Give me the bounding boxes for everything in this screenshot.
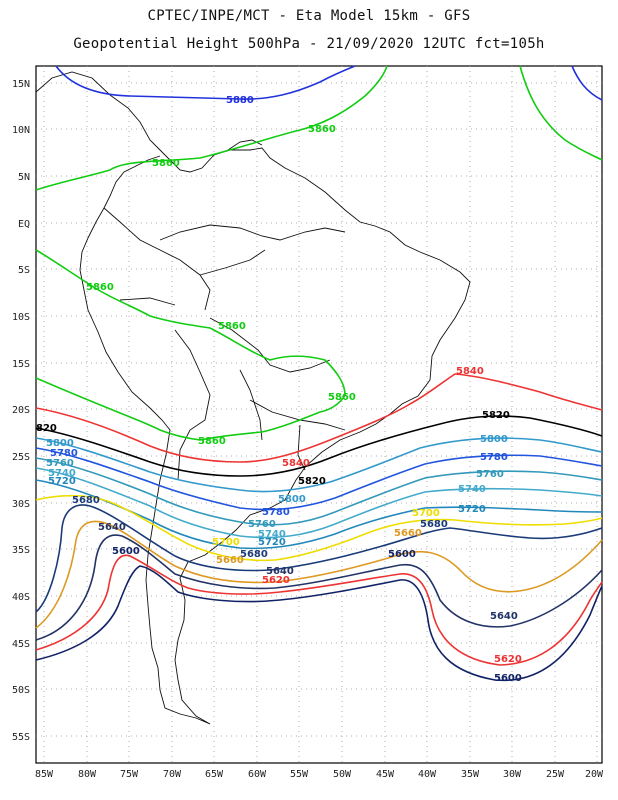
lat-label: 10S [12, 312, 30, 323]
contour-5860-east [519, 65, 603, 161]
contour-5760 [35, 457, 603, 526]
lon-label: 45W [376, 769, 395, 780]
lat-label: 10N [12, 125, 30, 136]
contour-label-5620: 5620 [494, 654, 522, 665]
contour-label-5860: 5860 [152, 158, 180, 169]
lat-label: 40S [12, 592, 30, 603]
contour-5640 [35, 534, 603, 641]
contour-label-5840: 5840 [282, 458, 310, 469]
lon-label: 55W [290, 769, 309, 780]
contour-label-5820: 5820 [298, 476, 326, 487]
lon-label: 85W [35, 769, 54, 780]
lon-label: 25W [546, 769, 565, 780]
contour-label-5760: 5760 [46, 458, 74, 469]
coastlines [35, 71, 471, 725]
lat-label: 50S [12, 685, 30, 696]
contour-label-5700: 5700 [412, 508, 440, 519]
contour-5860 [35, 65, 388, 191]
contour-label-5600: 5600 [388, 549, 416, 560]
contour-label-5880: 5880 [226, 95, 254, 106]
lon-label: 30W [503, 769, 522, 780]
lat-label: 20S [12, 405, 30, 416]
contour-label-5760: 5760 [248, 519, 276, 530]
contour-label-5740: 5740 [48, 468, 76, 479]
contour-5720 [35, 479, 603, 550]
contour-label-5860: 5860 [308, 124, 336, 135]
lon-label: 35W [461, 769, 480, 780]
contour-5740 [35, 467, 603, 539]
contour-label-5660: 5660 [216, 555, 244, 566]
contour-label-5600: 5600 [112, 546, 140, 557]
lon-label: 60W [248, 769, 267, 780]
lat-label: 35S [12, 545, 30, 556]
contour-5880-east [571, 65, 603, 101]
map-title: CPTEC/INPE/MCT - Eta Model 15km - GFS [147, 8, 471, 24]
lon-label: 20W [585, 769, 604, 780]
contour-5660 [35, 520, 603, 629]
contour-5700 [35, 494, 603, 562]
lat-label: EQ [18, 219, 30, 230]
lat-label: 45S [12, 639, 30, 650]
andes-borders [103, 207, 266, 481]
grid-lines [36, 66, 602, 763]
contour-label-5780: 5780 [480, 452, 508, 463]
contour-label-5800: 5800 [480, 434, 508, 445]
lon-label: 75W [120, 769, 139, 780]
lon-label: 65W [205, 769, 224, 780]
contour-label-5600: 5600 [494, 673, 522, 684]
contour-5800 [35, 437, 603, 493]
contour-5780 [35, 447, 603, 511]
lat-label: 15S [12, 359, 30, 370]
contour-label-5760: 5760 [476, 469, 504, 480]
south-america-coast [79, 147, 471, 725]
contour-label-5860: 5860 [198, 436, 226, 447]
contour-label-5860: 5860 [86, 282, 114, 293]
lon-label: 40W [418, 769, 437, 780]
lat-label: 55S [12, 732, 30, 743]
plot-frame [35, 65, 603, 764]
contour-label-5720: 5720 [258, 537, 286, 548]
contour-label-5860: 5860 [218, 321, 246, 332]
contour-label-5800: 5800 [278, 494, 306, 505]
lat-label: 30S [12, 499, 30, 510]
contour-label-5680: 5680 [72, 495, 100, 506]
contour-label-5780: 5780 [262, 507, 290, 518]
contour-5820 [35, 415, 603, 477]
contour-label-5680: 5680 [420, 519, 448, 530]
contour-label-5640: 5640 [266, 566, 294, 577]
contour-label-5800: 5800 [46, 438, 74, 449]
contour-label-5780: 5780 [50, 448, 78, 459]
lat-label: 5S [18, 265, 30, 276]
contour-5860-south [35, 249, 346, 441]
contour-label-5740: 5740 [258, 529, 286, 540]
contour-5600 [35, 565, 603, 682]
contour-label-5700: 5700 [212, 537, 240, 548]
central-america-coast [35, 71, 263, 173]
lon-label: 50W [333, 769, 352, 780]
contour-label-5820: 820 [36, 423, 57, 434]
contour-label-5620: 5620 [262, 575, 290, 586]
contour-5880 [55, 65, 356, 100]
contour-label-5680: 5680 [240, 549, 268, 560]
lat-label: 15N [12, 79, 30, 90]
lat-label: 5N [18, 172, 30, 183]
contour-label-5660: 5660 [394, 528, 422, 539]
contour-5620 [35, 554, 603, 666]
contour-label-5740: 5740 [458, 484, 486, 495]
contour-label-5640: 5640 [98, 522, 126, 533]
contour-5680 [35, 504, 603, 613]
lon-label: 70W [163, 769, 182, 780]
contour-label-5820: 5820 [482, 410, 510, 421]
lat-label: 25S [12, 452, 30, 463]
contour-label-5860: 5860 [328, 392, 356, 403]
contour-label-5640: 5640 [490, 611, 518, 622]
map-subtitle: Geopotential Height 500hPa - 21/09/2020 … [73, 36, 545, 52]
contour-label-5720: 5720 [458, 504, 486, 515]
contour-label-5720: 5720 [48, 476, 76, 487]
lon-label: 80W [78, 769, 97, 780]
contour-5840 [35, 373, 603, 463]
contour-label-5840: 5840 [456, 366, 484, 377]
